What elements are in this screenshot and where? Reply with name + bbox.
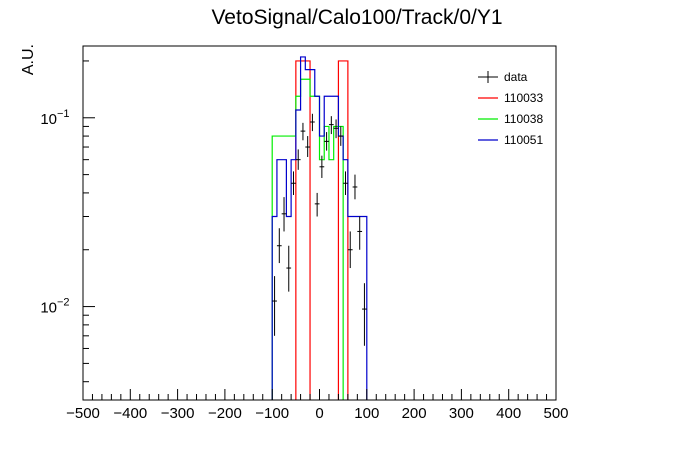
x-tick-label: −400 <box>113 405 147 422</box>
histogram-110038 <box>271 78 344 400</box>
x-tick-label: −500 <box>66 405 100 422</box>
legend-label: 110038 <box>504 112 543 126</box>
x-tick-label: 300 <box>449 405 474 422</box>
y-tick-label-exponent: −1 <box>57 108 70 120</box>
x-tick-label: −300 <box>161 405 195 422</box>
x-tick-label: 100 <box>354 405 379 422</box>
legend: data 110033 110038 110051 <box>478 70 543 147</box>
histogram-110051 <box>271 56 368 400</box>
legend-label: 110033 <box>504 91 543 105</box>
x-tick-label: −200 <box>208 405 242 422</box>
x-tick-label: 500 <box>543 405 568 422</box>
y-axis-label: A.U. <box>20 44 37 75</box>
chart-title: VetoSignal/Calo100/Track/0/Y1 <box>211 6 502 29</box>
y-tick-label-exponent: −2 <box>57 297 70 309</box>
x-tick-label: 0 <box>315 405 323 422</box>
x-tick-label: 200 <box>402 405 427 422</box>
y-tick-label-base: 10 <box>40 300 57 317</box>
legend-label: 110051 <box>504 133 543 147</box>
y-tick-label-base: 10 <box>40 111 57 128</box>
x-tick-label: −100 <box>255 405 289 422</box>
legend-label: data <box>504 70 528 84</box>
plot-area <box>271 56 368 400</box>
histogram-110033 <box>295 60 349 400</box>
x-tick-label: 400 <box>496 405 521 422</box>
